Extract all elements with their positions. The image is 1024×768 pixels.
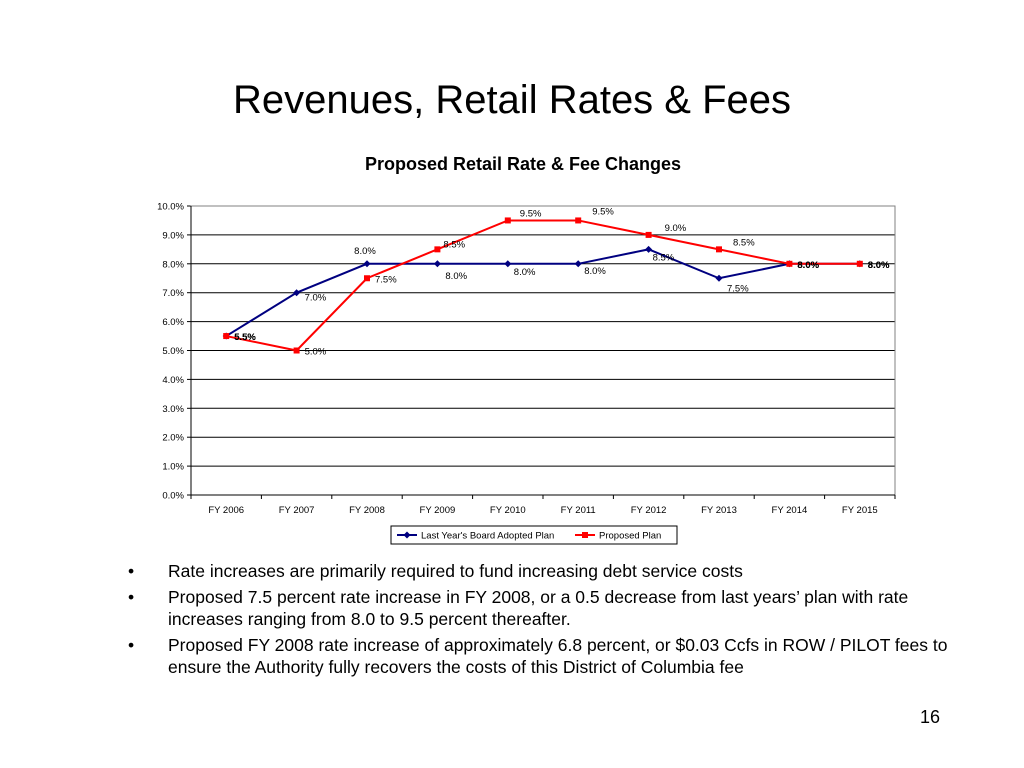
bullet-text: Proposed FY 2008 rate increase of approx… <box>168 635 948 677</box>
y-tick-label: 4.0% <box>162 375 184 386</box>
bullet-mark: • <box>128 587 135 607</box>
data-label: 5.5% <box>234 332 256 343</box>
y-tick-label: 7.0% <box>162 288 184 299</box>
data-point-diamond <box>363 260 371 268</box>
x-tick-label: FY 2011 <box>561 505 596 516</box>
y-tick-label: 10.0% <box>157 202 184 213</box>
data-label: 8.0% <box>514 267 536 278</box>
data-label: 8.0% <box>797 260 819 271</box>
data-label: 5.0% <box>305 347 327 358</box>
data-label: 9.5% <box>592 206 614 217</box>
bullet-mark: • <box>128 561 135 581</box>
bullet-item: • Rate increases are primarily required … <box>128 560 978 582</box>
bullet-item: • Proposed 7.5 percent rate increase in … <box>128 586 978 630</box>
chart-title: Proposed Retail Rate & Fee Changes <box>365 154 681 174</box>
data-label: 8.5% <box>733 237 755 248</box>
legend-label-board-adopted: Last Year's Board Adopted Plan <box>421 531 554 542</box>
data-point-diamond <box>574 260 582 268</box>
series-line-board-adopted <box>225 248 860 337</box>
x-tick-label: FY 2012 <box>631 505 667 516</box>
x-tick-label: FY 2007 <box>279 505 315 516</box>
data-point-square <box>223 333 230 340</box>
bullet-mark: • <box>128 635 135 655</box>
y-tick-label: 2.0% <box>162 433 184 444</box>
bullet-item: • Proposed FY 2008 rate increase of appr… <box>128 634 978 678</box>
data-label: 8.5% <box>443 239 465 250</box>
data-point-square <box>786 260 793 267</box>
data-point-square <box>504 217 511 224</box>
bullet-text: Proposed 7.5 percent rate increase in FY… <box>168 587 909 629</box>
bullet-list: • Rate increases are primarily required … <box>128 560 978 682</box>
data-label: 8.0% <box>584 266 606 277</box>
data-point-diamond <box>715 274 723 282</box>
data-label: 8.0% <box>868 260 890 271</box>
data-point-diamond <box>645 245 653 253</box>
data-label: 8.0% <box>868 260 890 271</box>
x-tick-label: FY 2014 <box>772 505 808 516</box>
legend <box>390 525 678 545</box>
x-tick-label: FY 2015 <box>842 505 878 516</box>
data-point-square <box>575 217 582 224</box>
legend-marker-square <box>582 532 588 538</box>
x-tick-label: FY 2013 <box>701 505 737 516</box>
data-point-square <box>716 246 722 253</box>
bullet-text: Rate increases are primarily required to… <box>168 561 743 581</box>
data-label: 7.5% <box>375 274 397 285</box>
y-tick-label: 5.0% <box>162 346 184 357</box>
data-label: 5.5% <box>234 332 256 343</box>
data-point-square <box>856 260 863 267</box>
y-tick-label: 1.0% <box>162 462 184 473</box>
data-point-diamond <box>504 260 512 268</box>
x-tick-label: FY 2009 <box>420 505 456 516</box>
x-tick-label: FY 2010 <box>490 505 526 516</box>
data-point-square <box>645 231 652 238</box>
data-point-diamond <box>293 289 301 297</box>
y-tick-label: 8.0% <box>162 259 184 270</box>
y-tick-label: 9.0% <box>162 230 184 241</box>
data-label: 8.0% <box>445 271 467 282</box>
legend-marker-diamond <box>403 531 411 539</box>
x-tick-label: FY 2006 <box>208 505 244 516</box>
data-point-diamond <box>433 260 441 268</box>
legend-label-proposed: Proposed Plan <box>599 531 661 542</box>
page-number: 16 <box>919 707 940 727</box>
data-label: 8.0% <box>354 246 376 257</box>
data-label: 7.0% <box>305 293 327 304</box>
y-tick-label: 0.0% <box>162 491 184 502</box>
data-label: 9.0% <box>665 223 687 234</box>
data-label: 7.5% <box>727 283 749 294</box>
slide-title: Revenues, Retail Rates & Fees <box>232 78 792 122</box>
data-point-square <box>293 347 300 354</box>
y-tick-label: 6.0% <box>162 317 184 328</box>
data-label: 9.5% <box>520 208 542 219</box>
data-label: 8.0% <box>797 260 819 271</box>
x-tick-label: FY 2008 <box>349 505 385 516</box>
data-label: 8.5% <box>653 252 675 263</box>
data-point-square <box>434 246 441 253</box>
series-line-proposed <box>225 219 860 352</box>
y-tick-label: 3.0% <box>162 404 184 415</box>
data-point-square <box>364 275 370 282</box>
